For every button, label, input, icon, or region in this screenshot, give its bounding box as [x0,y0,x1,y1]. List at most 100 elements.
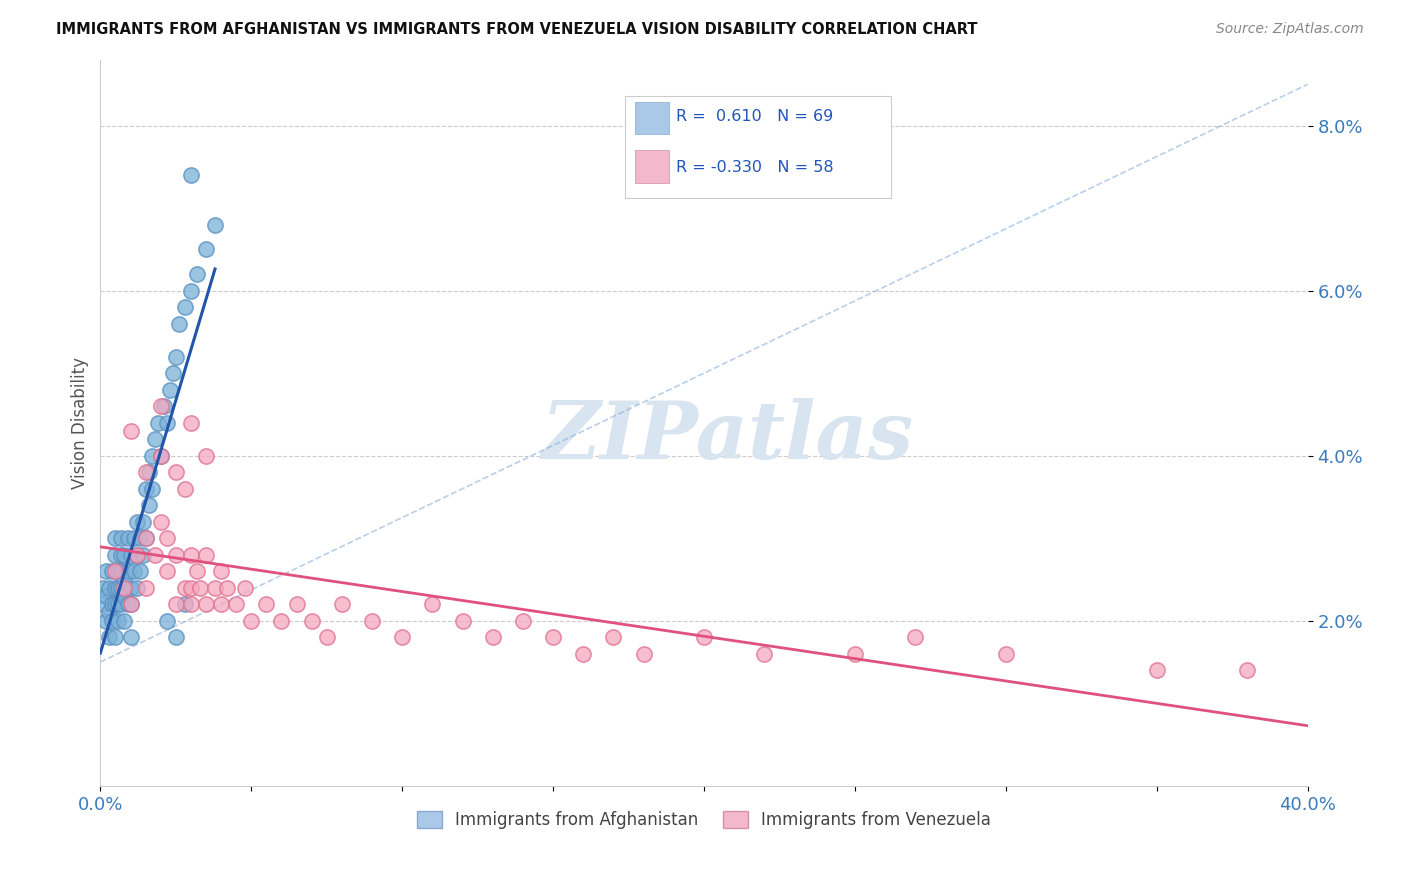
Point [481,630,503,644]
Point [107,581,129,595]
Point [420,597,443,611]
Point [93,597,115,611]
Point [165,350,187,364]
Point [107,614,129,628]
Point [633,647,655,661]
Point [143,548,166,562]
Point [110,597,132,611]
Point [110,548,132,562]
Point [98,581,121,595]
Point [225,597,247,611]
Point [107,564,129,578]
Point [195,449,218,463]
Point [270,614,292,628]
FancyBboxPatch shape [636,102,669,135]
Point [135,482,157,496]
Point [122,564,145,578]
Point [180,284,202,298]
Point [165,465,187,479]
Y-axis label: Vision Disability: Vision Disability [72,357,89,489]
Point [173,482,195,496]
Point [120,630,142,644]
Point [165,630,187,644]
Point [165,597,187,611]
Point [159,383,181,397]
Point [104,581,127,595]
Point [315,630,337,644]
Point [451,614,474,628]
Point [125,548,148,562]
Point [173,597,195,611]
Point [204,218,226,232]
Point [361,614,384,628]
Point [135,581,157,595]
Point [120,597,142,611]
Point [165,548,187,562]
Point [138,465,160,479]
Point [135,531,157,545]
Point [146,416,169,430]
Point [125,548,148,562]
Point [104,630,127,644]
Point [156,564,179,578]
Point [233,581,256,595]
Point [285,597,308,611]
Point [125,515,148,529]
Point [114,548,136,562]
Point [195,243,218,257]
Point [114,581,136,595]
Point [93,581,115,595]
Point [541,630,564,644]
Point [162,366,184,380]
Point [195,548,218,562]
Point [254,597,277,611]
Text: IMMIGRANTS FROM AFGHANISTAN VS IMMIGRANTS FROM VENEZUELA VISION DISABILITY CORRE: IMMIGRANTS FROM AFGHANISTAN VS IMMIGRANT… [56,22,977,37]
Point [114,573,136,587]
Point [98,606,121,620]
Point [156,614,179,628]
Point [143,432,166,446]
Point [204,581,226,595]
Point [135,465,157,479]
Text: R = -0.330   N = 58: R = -0.330 N = 58 [676,160,834,175]
Point [117,531,139,545]
Point [149,449,172,463]
Point [104,564,127,578]
Point [125,581,148,595]
Point [122,531,145,545]
Point [110,564,132,578]
Point [512,614,534,628]
Point [180,597,202,611]
Point [135,531,157,545]
Point [180,548,202,562]
Point [96,614,118,628]
Point [186,564,208,578]
Point [217,581,239,595]
Point [572,647,595,661]
Point [152,399,174,413]
Text: R =  0.610   N = 69: R = 0.610 N = 69 [676,109,834,124]
Point [128,531,150,545]
Point [101,564,124,578]
Point [120,597,142,611]
Point [149,515,172,529]
Point [754,647,776,661]
Point [117,597,139,611]
Point [128,564,150,578]
Point [114,589,136,603]
Point [96,564,118,578]
Point [156,416,179,430]
Point [104,531,127,545]
Point [693,630,716,644]
Point [98,630,121,644]
Point [156,531,179,545]
Point [1236,663,1258,677]
Point [120,424,142,438]
Point [301,614,323,628]
Point [180,168,202,182]
FancyBboxPatch shape [626,96,891,197]
Point [96,589,118,603]
Point [1146,663,1168,677]
Point [120,581,142,595]
Point [240,614,263,628]
